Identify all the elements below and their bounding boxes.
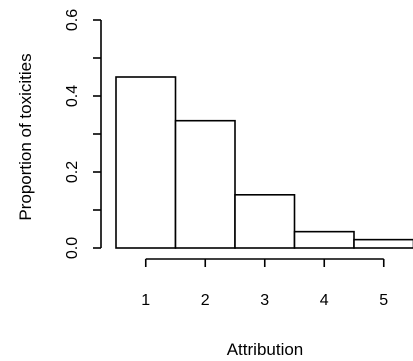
y-tick-label: 0.6 bbox=[64, 9, 81, 31]
bar-1 bbox=[115, 76, 177, 249]
y-axis-title: Proportion of toxicities bbox=[16, 53, 35, 220]
y-axis: 0.0 0.2 0.4 0.6 bbox=[64, 9, 102, 259]
x-tick-label: 1 bbox=[141, 292, 150, 309]
x-tick-label: 2 bbox=[201, 292, 210, 309]
x-tick-label: 5 bbox=[379, 292, 388, 309]
x-tick-label: 3 bbox=[260, 292, 269, 309]
x-tick-label: 4 bbox=[320, 292, 329, 309]
bar-5 bbox=[353, 238, 413, 249]
x-axis: 1 2 3 4 5 bbox=[141, 258, 388, 309]
y-tick-label: 0.2 bbox=[64, 161, 81, 183]
bar-2 bbox=[174, 119, 236, 249]
bar-4 bbox=[293, 230, 355, 249]
x-axis-title: Attribution bbox=[227, 340, 304, 359]
y-tick-label: 0.0 bbox=[64, 237, 81, 259]
bars-group bbox=[115, 76, 413, 249]
y-tick-label: 0.4 bbox=[64, 85, 81, 107]
bar-3 bbox=[234, 194, 296, 249]
